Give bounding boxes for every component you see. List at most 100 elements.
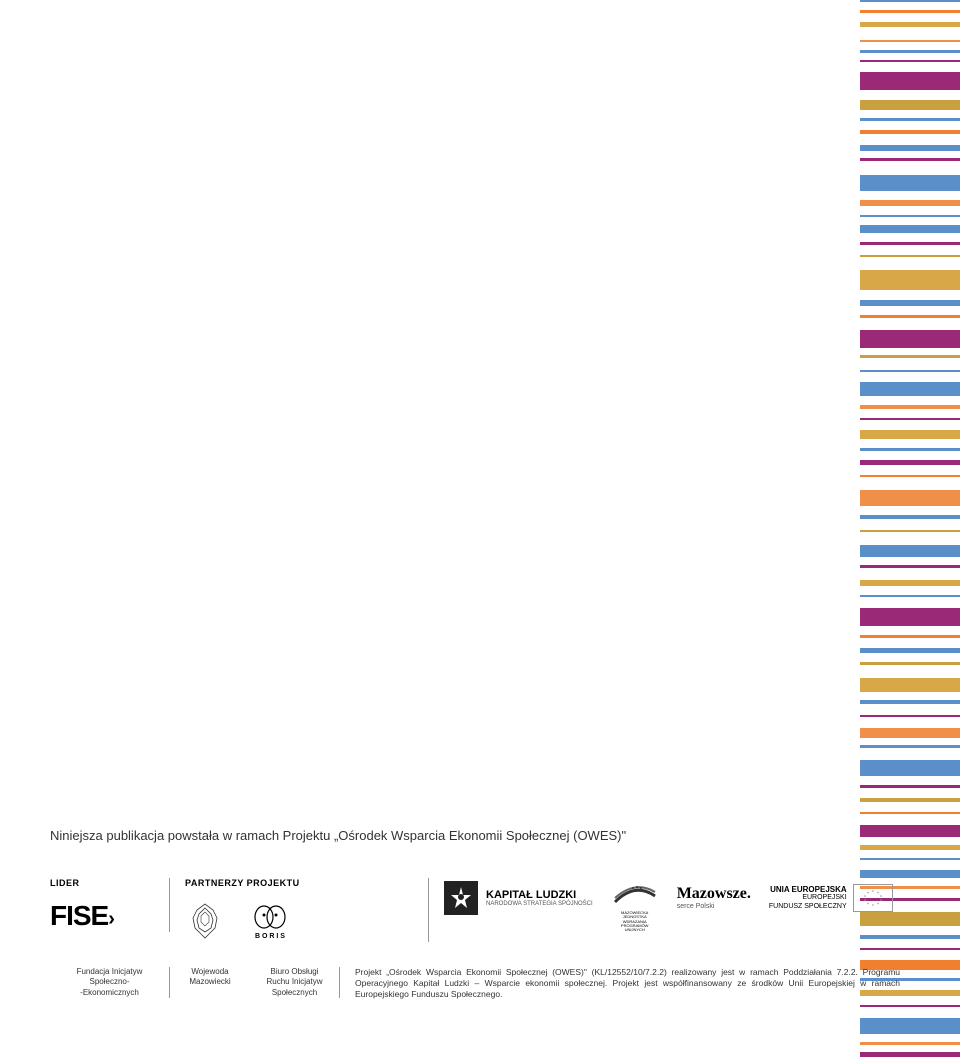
boris-l3: Społecznych: [260, 988, 329, 998]
stripe: [860, 1005, 960, 1007]
stripe: [860, 10, 960, 13]
stripe: [860, 662, 960, 665]
eu-flag-icon: [853, 884, 893, 912]
stripe: [860, 545, 960, 557]
kapital-ludzki-logo: KAPITAŁ LUDZKI NARODOWA STRATEGIA SPÓJNO…: [444, 881, 593, 915]
kapital-star-icon: [444, 881, 478, 915]
fise-text: FISE: [50, 900, 108, 931]
partner-logo-row: B O R I S: [185, 900, 413, 942]
stripe: [860, 448, 960, 451]
stripe: [860, 405, 960, 409]
stripe: [860, 798, 960, 802]
partner-logos-row: LIDER FISE› PARTNERZY PROJEKTU B O R I S: [50, 878, 900, 942]
stripe: [860, 255, 960, 257]
stripe: [860, 515, 960, 519]
fise-arrow-icon: ›: [108, 908, 114, 930]
eagle-logo-icon: [185, 900, 225, 942]
stripe: [860, 418, 960, 420]
boris-l2: Ruchu Inicjatyw: [260, 977, 329, 987]
fise-name-l2: Społeczno-: [60, 977, 159, 987]
stripe: [860, 565, 960, 568]
stripe: [860, 370, 960, 372]
stripe: [860, 175, 960, 191]
stripe: [860, 300, 960, 306]
stripe: [860, 635, 960, 638]
stripe: [860, 145, 960, 151]
lider-column: LIDER FISE›: [50, 878, 170, 932]
stripe: [860, 580, 960, 586]
stripe: [860, 678, 960, 692]
mazowsze-sub-text: serce Polski: [677, 903, 751, 910]
intro-text: Niniejsza publikacja powstała w ramach P…: [50, 828, 900, 843]
kapital-main-text: KAPITAŁ LUDZKI: [486, 889, 593, 901]
stripe: [860, 745, 960, 748]
stripe: [860, 460, 960, 465]
stripe: [860, 50, 960, 53]
stripe: [860, 72, 960, 90]
wojewoda-l1: Wojewoda: [180, 967, 240, 977]
stripe: [860, 330, 960, 348]
footer-project-description: Projekt „Ośrodek Wsparcia Ekonomii Społe…: [340, 967, 900, 1000]
stripe: [860, 595, 960, 597]
eu-line3: FUNDUSZ SPOŁECZNY: [769, 903, 847, 911]
boris-l1: Biuro Obsługi: [260, 967, 329, 977]
stripe: [860, 118, 960, 121]
fise-name-l3: -Ekonomicznych: [60, 988, 159, 998]
stripe: [860, 270, 960, 290]
stripe: [860, 700, 960, 704]
stripe: [860, 0, 960, 2]
stripe: [860, 315, 960, 318]
fise-name-l1: Fundacja Inicjatyw: [60, 967, 159, 977]
stripe: [860, 22, 960, 27]
stripe: [860, 812, 960, 814]
funding-logos-column: KAPITAŁ LUDZKI NARODOWA STRATEGIA SPÓJNO…: [429, 878, 900, 918]
footer-fise-name: Fundacja Inicjatyw Społeczno- -Ekonomicz…: [50, 967, 170, 998]
footer-row: Fundacja Inicjatyw Społeczno- -Ekonomicz…: [50, 967, 900, 1000]
mjwpu-logo: MAZOWIECKA JEDNOSTKA WDRAŻANIA PROGRAMÓW…: [611, 878, 659, 918]
stripe: [860, 728, 960, 738]
mjwpu-swoosh-icon: [611, 878, 659, 906]
stripe: [860, 785, 960, 788]
eu-line2: EUROPEJSKI: [769, 894, 847, 902]
stripe: [860, 475, 960, 477]
stripe: [860, 1018, 960, 1034]
stripe: [860, 215, 960, 217]
stripe: [860, 430, 960, 439]
fise-logo: FISE›: [50, 900, 154, 932]
svg-text:B O R I S: B O R I S: [255, 933, 285, 940]
stripe: [860, 130, 960, 134]
eu-logo: UNIA EUROPEJSKA EUROPEJSKI FUNDUSZ SPOŁE…: [769, 884, 893, 912]
mjwpu-line3: PROGRAMÓW UNIJNYCH: [611, 924, 659, 933]
boris-logo-icon: B O R I S: [250, 901, 290, 941]
stripe: [860, 225, 960, 233]
stripe: [860, 760, 960, 776]
stripe: [860, 60, 960, 62]
stripe: [860, 715, 960, 717]
stripe: [860, 1042, 960, 1045]
stripe: [860, 200, 960, 206]
stripe: [860, 608, 960, 626]
stripe: [860, 648, 960, 653]
footer-boris-name: Biuro Obsługi Ruchu Inicjatyw Społecznyc…: [250, 967, 340, 998]
wojewoda-l2: Mazowiecki: [180, 977, 240, 987]
stripe: [860, 355, 960, 358]
mazowsze-logo: Mazowsze. serce Polski: [677, 885, 751, 910]
stripe: [860, 1052, 960, 1057]
eu-text-block: UNIA EUROPEJSKA EUROPEJSKI FUNDUSZ SPOŁE…: [769, 885, 847, 911]
kapital-sub-text: NARODOWA STRATEGIA SPÓJNOŚCI: [486, 901, 593, 907]
partnerzy-label: PARTNERZY PROJEKTU: [185, 878, 413, 888]
stripe: [860, 40, 960, 42]
stripe: [860, 490, 960, 506]
partnerzy-column: PARTNERZY PROJEKTU B O R I S: [170, 878, 429, 942]
stripe: [860, 530, 960, 532]
eu-line1: UNIA EUROPEJSKA: [769, 885, 847, 895]
stripe: [860, 158, 960, 161]
page-content: Niniejsza publikacja powstała w ramach P…: [50, 828, 900, 1000]
footer-wojewoda-name: Wojewoda Mazowiecki: [170, 967, 250, 988]
stripe: [860, 382, 960, 396]
lider-label: LIDER: [50, 878, 154, 888]
stripe: [860, 242, 960, 245]
mazowsze-main-text: Mazowsze.: [677, 885, 751, 903]
stripe: [860, 100, 960, 110]
kapital-text-block: KAPITAŁ LUDZKI NARODOWA STRATEGIA SPÓJNO…: [486, 889, 593, 907]
